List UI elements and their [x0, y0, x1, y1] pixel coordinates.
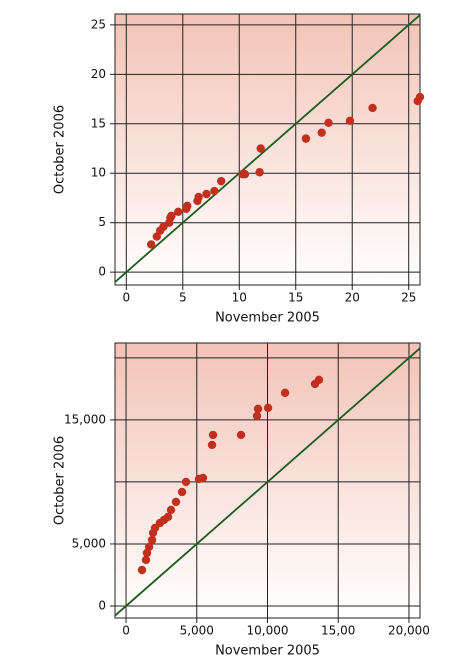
point	[208, 430, 218, 440]
y-tick-label: 5	[98, 215, 106, 229]
x-tick-label: 0	[122, 624, 130, 638]
y-tick-label: 25	[91, 17, 106, 31]
point	[144, 542, 154, 552]
diagonal	[114, 14, 421, 283]
x-tick-label: 10	[232, 291, 247, 305]
x-tick-label: 20,000	[388, 624, 430, 638]
point	[137, 565, 147, 575]
point	[194, 192, 203, 202]
point	[368, 103, 377, 113]
point	[181, 477, 191, 487]
point	[202, 189, 211, 199]
point	[198, 473, 208, 483]
x-tick-label: 10,000	[247, 624, 289, 638]
point	[216, 176, 226, 186]
point	[317, 128, 326, 137]
point	[166, 505, 176, 515]
x-tick-label: 25	[401, 291, 416, 305]
x-tick-label: 5	[179, 291, 187, 305]
diagonal	[114, 347, 421, 617]
point	[253, 404, 263, 414]
y-tick-label: 0	[98, 598, 106, 612]
x-axis-label: November 2005	[215, 311, 320, 326]
point	[174, 207, 183, 217]
point	[146, 240, 156, 249]
x-tick-label: 15,00	[321, 624, 355, 638]
point	[345, 116, 355, 126]
y-tick-label: 20	[91, 67, 106, 81]
y-axis-label: October 2006	[53, 105, 68, 194]
point	[314, 375, 324, 385]
point	[240, 170, 250, 179]
point	[301, 134, 311, 143]
x-tick-label: 15	[288, 291, 303, 305]
point	[210, 186, 219, 196]
y-tick-label: 0	[98, 265, 106, 279]
point	[236, 430, 246, 440]
point	[255, 168, 264, 177]
y-tick-label: 5,000	[72, 536, 106, 550]
point	[171, 497, 181, 507]
x-tick-label: 20	[345, 291, 360, 305]
point	[167, 211, 176, 220]
y-axis-label: October 2006	[53, 436, 68, 525]
point	[183, 201, 192, 211]
y-tick-label: 15	[91, 116, 106, 130]
x-tick-label: 5,000	[180, 624, 214, 638]
point	[207, 440, 217, 450]
x-axis-label: November 2005	[215, 644, 320, 659]
y-tick-label: 10	[91, 166, 106, 180]
x-tick-label: 0	[122, 291, 130, 305]
point	[252, 411, 262, 421]
point	[141, 555, 151, 565]
point	[415, 92, 425, 102]
point	[177, 487, 187, 497]
y-tick-label: 15,000	[64, 412, 106, 426]
point	[263, 403, 273, 413]
point	[256, 144, 265, 153]
point	[324, 118, 333, 127]
point	[147, 535, 157, 545]
point	[163, 512, 173, 522]
point	[280, 388, 290, 398]
